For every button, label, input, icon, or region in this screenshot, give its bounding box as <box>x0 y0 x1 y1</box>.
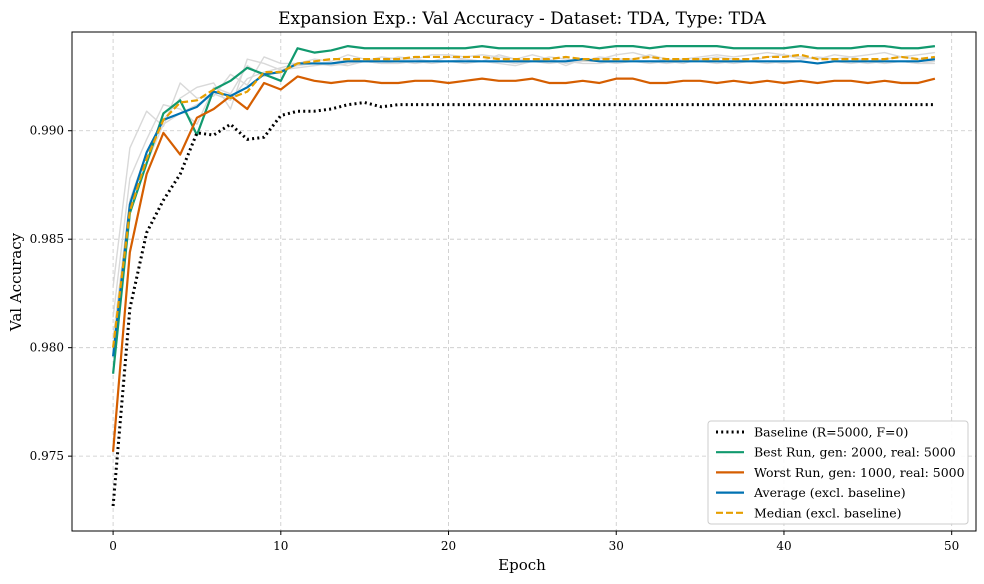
series-lines <box>111 44 936 507</box>
series-line <box>111 58 936 357</box>
y-tick-label: 0.980 <box>30 341 64 355</box>
y-tick-label: 0.985 <box>30 232 64 246</box>
series-line <box>111 53 936 348</box>
x-tick-label: 50 <box>944 539 959 553</box>
x-axis-label: Epoch <box>498 556 546 574</box>
x-tick-label: 20 <box>441 539 456 553</box>
x-tick-label: 0 <box>109 539 117 553</box>
legend-label: Best Run, gen: 2000, real: 5000 <box>754 445 956 460</box>
plot-frame <box>71 31 977 532</box>
series-line <box>111 44 936 374</box>
x-tick-label: 40 <box>776 539 791 553</box>
y-tick-label: 0.975 <box>30 449 64 463</box>
x-axis-ticks: 0 10 20 30 40 50 <box>109 531 959 553</box>
legend-label: Average (excl. baseline) <box>753 485 906 500</box>
legend-label: Median (excl. baseline) <box>754 505 902 520</box>
x-tick-label: 10 <box>273 539 288 553</box>
x-tick-label: 30 <box>609 539 624 553</box>
series-line <box>111 75 936 452</box>
legend-label: Baseline (R=5000, F=0) <box>754 425 908 440</box>
legend-box <box>707 420 969 525</box>
y-axis-ticks: 0.975 0.980 0.985 0.990 <box>30 124 72 463</box>
y-axis-label: Val Accuracy <box>7 232 25 332</box>
legend: Baseline (R=5000, F=0) Best Run, gen: 200… <box>707 420 969 525</box>
chart-title: Expansion Exp.: Val Accuracy - Dataset: … <box>278 9 767 29</box>
background-run-line <box>112 51 935 288</box>
y-tick-label: 0.990 <box>30 124 64 138</box>
legend-label: Worst Run, gen: 1000, real: 5000 <box>754 465 965 480</box>
